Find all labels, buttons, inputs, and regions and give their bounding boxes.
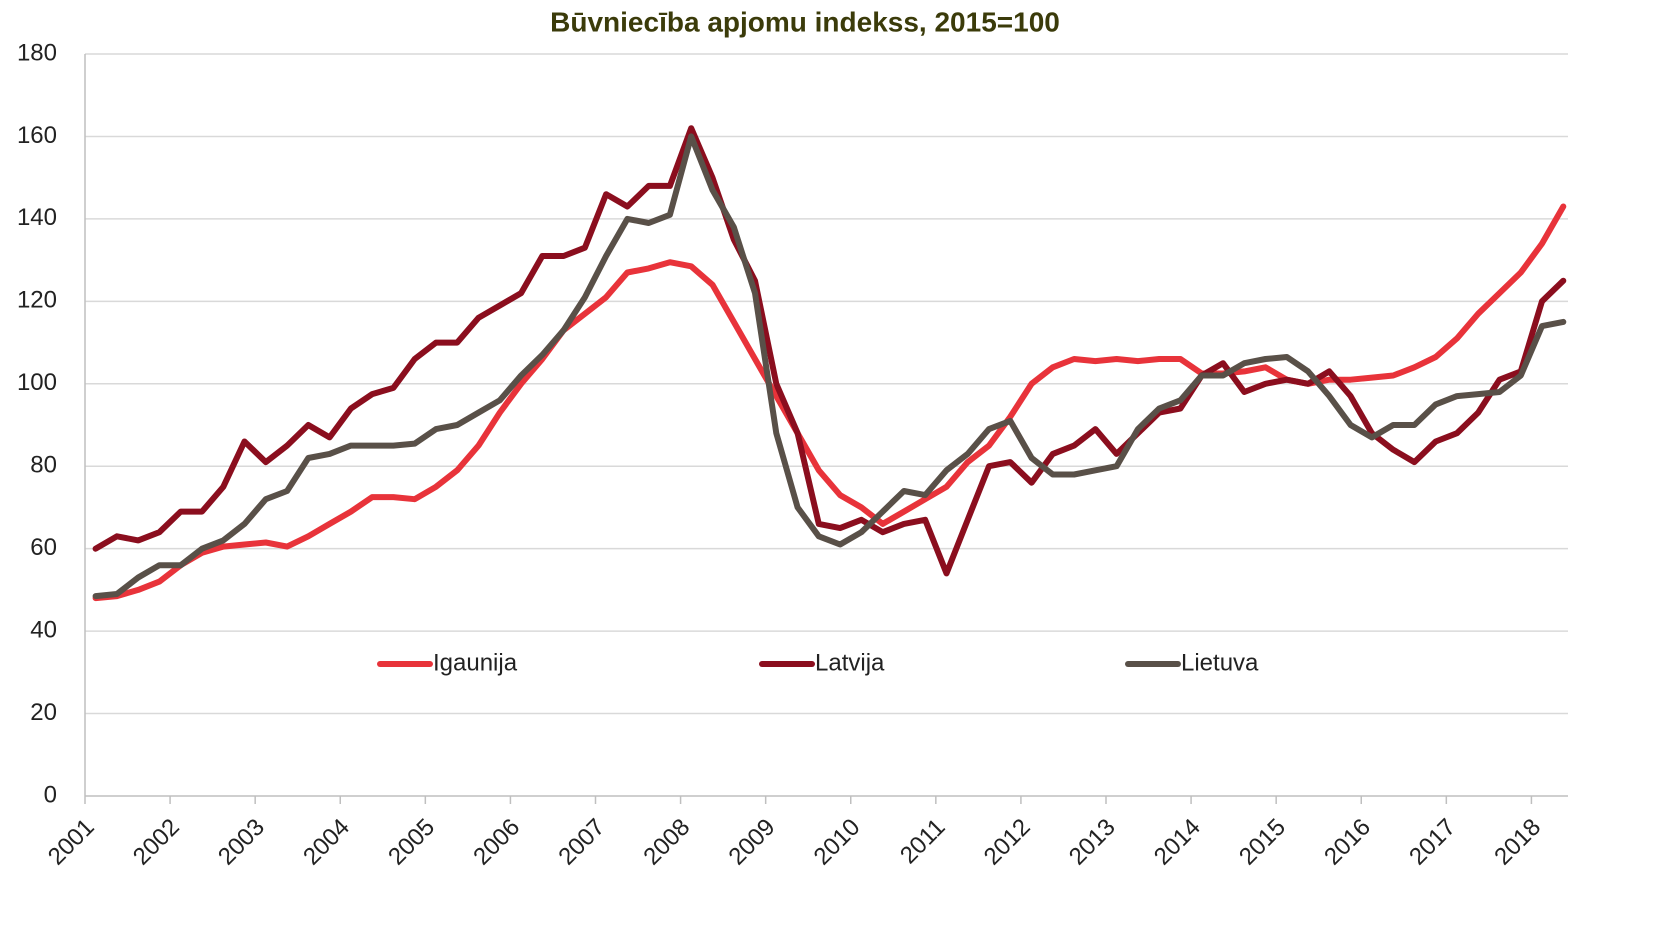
x-tick-label: 2011 bbox=[895, 814, 951, 870]
x-tick-label: 2017 bbox=[1404, 814, 1461, 871]
x-tick-label: 2015 bbox=[1234, 814, 1291, 871]
x-tick-label: 2001 bbox=[43, 814, 100, 871]
y-tick-label: 120 bbox=[17, 287, 57, 314]
x-tick-label: 2006 bbox=[468, 814, 525, 871]
x-tick-label: 2005 bbox=[383, 814, 440, 871]
legend-label: Igaunija bbox=[433, 649, 518, 676]
x-tick-label: 2013 bbox=[1064, 814, 1121, 871]
y-tick-label: 160 bbox=[17, 122, 57, 149]
y-tick-label: 100 bbox=[17, 369, 57, 396]
x-tick-label: 2008 bbox=[638, 814, 695, 871]
x-tick-label: 2016 bbox=[1319, 814, 1376, 871]
y-tick-label: 140 bbox=[17, 204, 57, 231]
x-tick-label: 2010 bbox=[809, 814, 866, 871]
x-tick-label: 2004 bbox=[298, 814, 355, 871]
x-tick-label: 2012 bbox=[979, 814, 1036, 871]
x-tick-label: 2003 bbox=[213, 814, 270, 871]
x-tick-label: 2018 bbox=[1489, 814, 1546, 871]
y-tick-label: 80 bbox=[30, 452, 57, 479]
series-line bbox=[92, 133, 1567, 600]
x-tick-label: 2002 bbox=[128, 814, 185, 871]
y-tick-label: 40 bbox=[30, 616, 57, 643]
x-tick-label: 2007 bbox=[553, 814, 610, 871]
legend-label: Latvija bbox=[815, 649, 885, 676]
y-tick-label: 0 bbox=[44, 781, 57, 808]
chart-title: Būvniecība apjomu indekss, 2015=100 bbox=[550, 6, 1060, 37]
y-tick-label: 180 bbox=[17, 39, 57, 66]
legend-label: Lietuva bbox=[1181, 649, 1259, 676]
y-tick-label: 60 bbox=[30, 534, 57, 561]
y-tick-label: 20 bbox=[30, 699, 57, 726]
x-tick-label: 2014 bbox=[1149, 814, 1206, 871]
x-tick-label: 2009 bbox=[724, 814, 781, 871]
series-line bbox=[92, 125, 1567, 577]
